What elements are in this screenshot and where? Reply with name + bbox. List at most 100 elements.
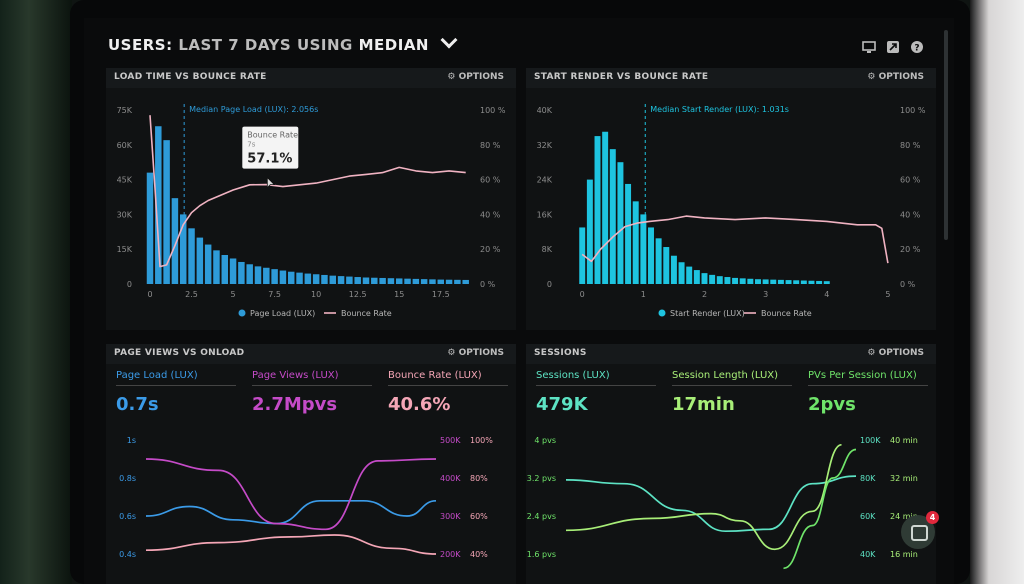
kpi-value: 479K [536,394,588,415]
export-icon[interactable] [886,40,900,54]
histogram-bar [716,276,723,284]
monitor-icon[interactable] [862,40,876,54]
options-button[interactable]: ⚙ OPTIONS [867,72,924,82]
panel-header: SESSIONS ⚙ OPTIONS [526,344,936,364]
histogram-bar [823,281,830,284]
histogram-bar [445,279,453,284]
dashboard-screen: USERS: LAST 7 DAYS USING MEDIAN ? LOAD T… [84,18,954,584]
panel-header: START RENDER VS BOUNCE RATE ⚙ OPTIONS [526,68,936,88]
histogram-bar [412,278,420,284]
x-tick-label: 0 [147,290,152,299]
x-tick-label: 3 [763,290,768,299]
histogram-bar [777,279,784,284]
legend-label: Page Load (LUX) [250,309,315,318]
y2-tick-label: 0 % [900,280,916,289]
x-tick-label: 2 [702,290,707,299]
help-icon[interactable]: ? [910,40,924,54]
histogram-bar [678,262,685,284]
kpi-page-load[interactable]: Page Load (LUX) 0.7s [116,370,236,415]
kpi-label: Page Load (LUX) [116,370,236,386]
cursor-icon [266,176,276,189]
kpi-session-length[interactable]: Session Length (LUX) 17min [672,370,792,415]
series-line [565,443,842,551]
scrollbar[interactable] [944,30,948,240]
toolbar: ? [862,40,924,54]
histogram-bar [213,250,220,284]
background-wall [970,0,1024,584]
histogram-bar [171,198,179,284]
series-line [145,499,437,525]
histogram-bar [454,279,461,284]
options-button[interactable]: ⚙ OPTIONS [447,72,504,82]
histogram-bar [296,272,303,284]
histogram-bar [163,140,170,284]
panel-start-render: START RENDER VS BOUNCE RATE ⚙ OPTIONS 0 8… [526,68,936,330]
series-line [565,475,857,533]
y2-tick-label: 300K [440,512,461,521]
y3-tick-label: 40 min [890,436,918,445]
series-line [145,534,437,555]
kpi-label: Bounce Rate (LUX) [388,370,508,386]
y-tick-label: 0.6s [119,512,136,521]
chat-launcher-button[interactable]: 4 [901,511,939,549]
series-line [783,448,857,570]
chevron-down-icon[interactable] [440,31,458,49]
histogram-bar [312,274,320,284]
histogram-bar [686,266,693,284]
x-tick-label: 10 [311,290,321,299]
kpi-bounce-rate[interactable]: Bounce Rate (LUX) 40.6% [388,370,508,415]
histogram-bar [724,277,731,284]
tooltip-subtitle: 7s [247,141,255,149]
histogram-bar [770,279,777,284]
chat-icon [911,525,928,541]
y-tick-label: 3.2 pvs [527,474,556,483]
y-tick-label: 4 pvs [534,436,556,445]
histogram-bar [462,279,469,284]
kpi-pvs-per-session[interactable]: PVs Per Session (LUX) 2pvs [808,370,928,415]
y-tick-label: 40K [537,106,553,115]
options-button[interactable]: ⚙ OPTIONS [447,348,504,358]
y-tick-label: 2.4 pvs [527,512,556,521]
kpi-label: PVs Per Session (LUX) [808,370,928,386]
histogram-bar [229,258,237,284]
kpi-page-views[interactable]: Page Views (LUX) 2.7Mpvs [252,370,372,415]
tooltip-title: Bounce Rate [247,131,298,140]
histogram-bar [329,275,337,284]
x-tick-label: 2.5 [185,290,198,299]
panel-title: LOAD TIME VS BOUNCE RATE [114,72,267,82]
kpi-sessions[interactable]: Sessions (LUX) 479K [536,370,656,415]
y-tick-label: 0.8s [119,474,136,483]
page-title[interactable]: USERS: LAST 7 DAYS USING MEDIAN [108,31,938,54]
y-tick-label: 32K [537,141,553,150]
histogram-bar [701,273,708,284]
histogram-bar [586,179,593,284]
histogram-bar [404,278,411,284]
y2-tick-label: 100 % [900,106,926,115]
panel-load-time: LOAD TIME VS BOUNCE RATE ⚙ OPTIONS 0 15K 3… [106,68,516,330]
y2-tick-label: 80 % [900,141,921,150]
histogram-bar [747,278,754,284]
histogram-bar [609,149,616,284]
histogram-bar [739,278,746,284]
histogram-bar [287,271,295,284]
histogram-bar [337,276,345,284]
y-tick-label: 30K [117,210,133,219]
notification-badge: 4 [926,511,939,524]
title-middle: USING [296,36,353,54]
title-metric: MEDIAN [358,36,429,54]
bounce-rate-line [581,215,889,264]
histogram-bar [395,278,403,284]
histogram-bar [304,273,312,284]
y2-tick-label: 60K [860,512,876,521]
kpi-label: Page Views (LUX) [252,370,372,386]
histogram-bar [321,274,328,284]
median-label: Median Page Load (LUX): 2.056s [189,105,318,114]
histogram-bar [437,279,445,284]
options-button[interactable]: ⚙ OPTIONS [867,348,924,358]
panel-page-views: PAGE VIEWS VS ONLOAD ⚙ OPTIONS Page Load… [106,344,516,584]
x-tick-label: 0 [580,290,585,299]
y2-tick-label: 100K [860,436,881,445]
x-tick-label: 12.5 [349,290,367,299]
histogram-bar [196,237,204,284]
kpi-value: 0.7s [116,394,159,415]
